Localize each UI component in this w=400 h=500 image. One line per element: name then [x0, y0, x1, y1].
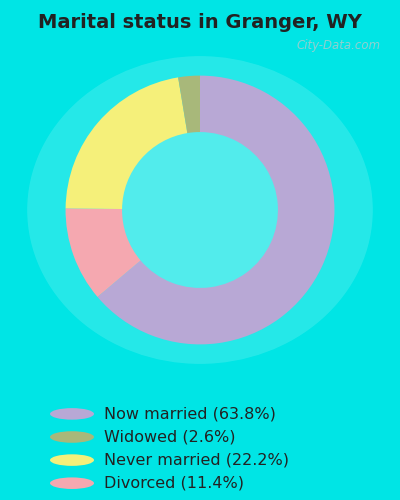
- Text: Widowed (2.6%): Widowed (2.6%): [104, 430, 236, 444]
- Circle shape: [50, 478, 94, 489]
- Ellipse shape: [104, 124, 296, 296]
- Text: Divorced (11.4%): Divorced (11.4%): [104, 476, 244, 490]
- Ellipse shape: [27, 56, 373, 364]
- Circle shape: [50, 431, 94, 443]
- Wedge shape: [66, 78, 187, 209]
- Circle shape: [50, 408, 94, 420]
- Wedge shape: [98, 76, 334, 344]
- Text: City-Data.com: City-Data.com: [296, 39, 380, 52]
- Ellipse shape: [66, 90, 334, 330]
- Text: Marital status in Granger, WY: Marital status in Granger, WY: [38, 12, 362, 32]
- Text: Now married (63.8%): Now married (63.8%): [104, 406, 276, 422]
- Text: Never married (22.2%): Never married (22.2%): [104, 452, 289, 468]
- Wedge shape: [178, 76, 200, 133]
- Wedge shape: [66, 208, 140, 297]
- Circle shape: [50, 454, 94, 466]
